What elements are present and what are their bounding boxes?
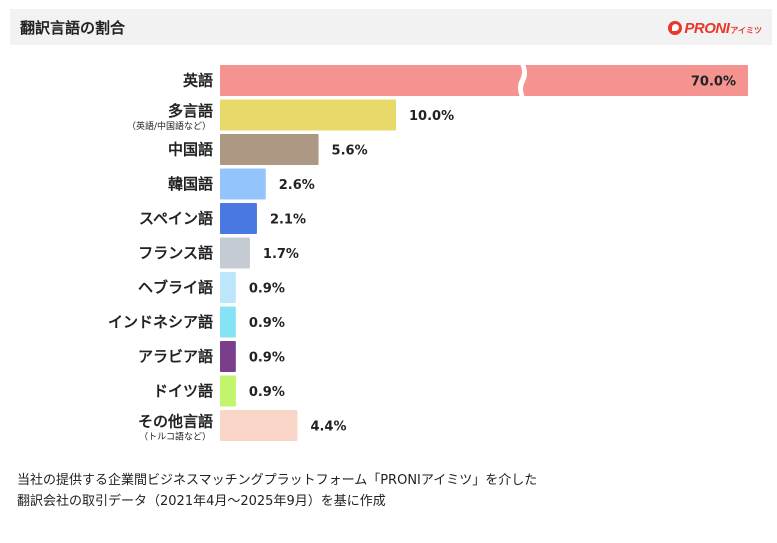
category-label: その他言語	[138, 413, 213, 431]
bar-8	[220, 341, 236, 372]
source-note-line-2: 翻訳会社の取引データ（2021年4月〜2025年9月）を基に作成	[17, 494, 386, 509]
bar-9	[220, 375, 236, 407]
data-label: 0.9%	[249, 351, 285, 366]
bar-4	[220, 203, 257, 234]
bar-chart: 英語 70.0% 多言語（英語/中国語など） 10.0% 中国語 5.6% 韓国語 2.6% ス…	[108, 64, 748, 443]
chart-title: 翻訳言語の割合	[20, 19, 126, 37]
bar-5	[220, 237, 250, 269]
category-label: ヘブライ語	[138, 279, 213, 297]
category-sublabel: （トルコ語など）	[139, 431, 211, 443]
data-label: 10.0%	[409, 109, 454, 124]
category-label: スペイン語	[139, 210, 213, 228]
category-label: ドイツ語	[153, 382, 213, 400]
category-label: アラビア語	[138, 348, 213, 366]
data-label: 0.9%	[249, 316, 285, 331]
bar-7	[220, 306, 236, 338]
data-label: 4.4%	[310, 420, 346, 435]
data-label: 0.9%	[249, 385, 285, 400]
data-label: 70.0%	[691, 75, 736, 90]
axis-break-marker	[518, 64, 527, 97]
data-label: 2.6%	[279, 178, 315, 193]
source-note-line-1: 当社の提供する企業間ビジネスマッチングプラットフォーム「PRONIアイミツ」を介…	[17, 473, 538, 488]
source-note: 当社の提供する企業間ビジネスマッチングプラットフォーム「PRONIアイミツ」を介…	[17, 470, 537, 512]
data-label: 5.6%	[332, 144, 368, 159]
category-label: 多言語	[168, 102, 213, 120]
bar-3	[220, 168, 266, 200]
bar-6	[220, 272, 236, 303]
data-label: 0.9%	[249, 282, 285, 297]
bar-1	[220, 99, 396, 131]
bar-0	[220, 65, 748, 96]
category-label: 英語	[183, 72, 213, 90]
category-label: 中国語	[168, 141, 213, 159]
data-label: 2.1%	[270, 213, 306, 228]
logo-subtext: アイミツ	[730, 26, 762, 35]
category-sublabel: （英語/中国語など）	[127, 120, 211, 132]
bar-10	[220, 410, 298, 441]
category-label: 韓国語	[168, 175, 213, 193]
logo-text: PRONI	[684, 19, 730, 37]
bar-2	[220, 134, 319, 165]
category-label: フランス語	[138, 244, 213, 262]
data-label: 1.7%	[263, 247, 299, 262]
chart-header: 翻訳言語の割合 PRONI アイミツ	[10, 9, 772, 45]
proni-logo-icon	[668, 21, 683, 35]
proni-logo: PRONI アイミツ	[668, 18, 762, 38]
category-label: インドネシア語	[108, 313, 213, 331]
